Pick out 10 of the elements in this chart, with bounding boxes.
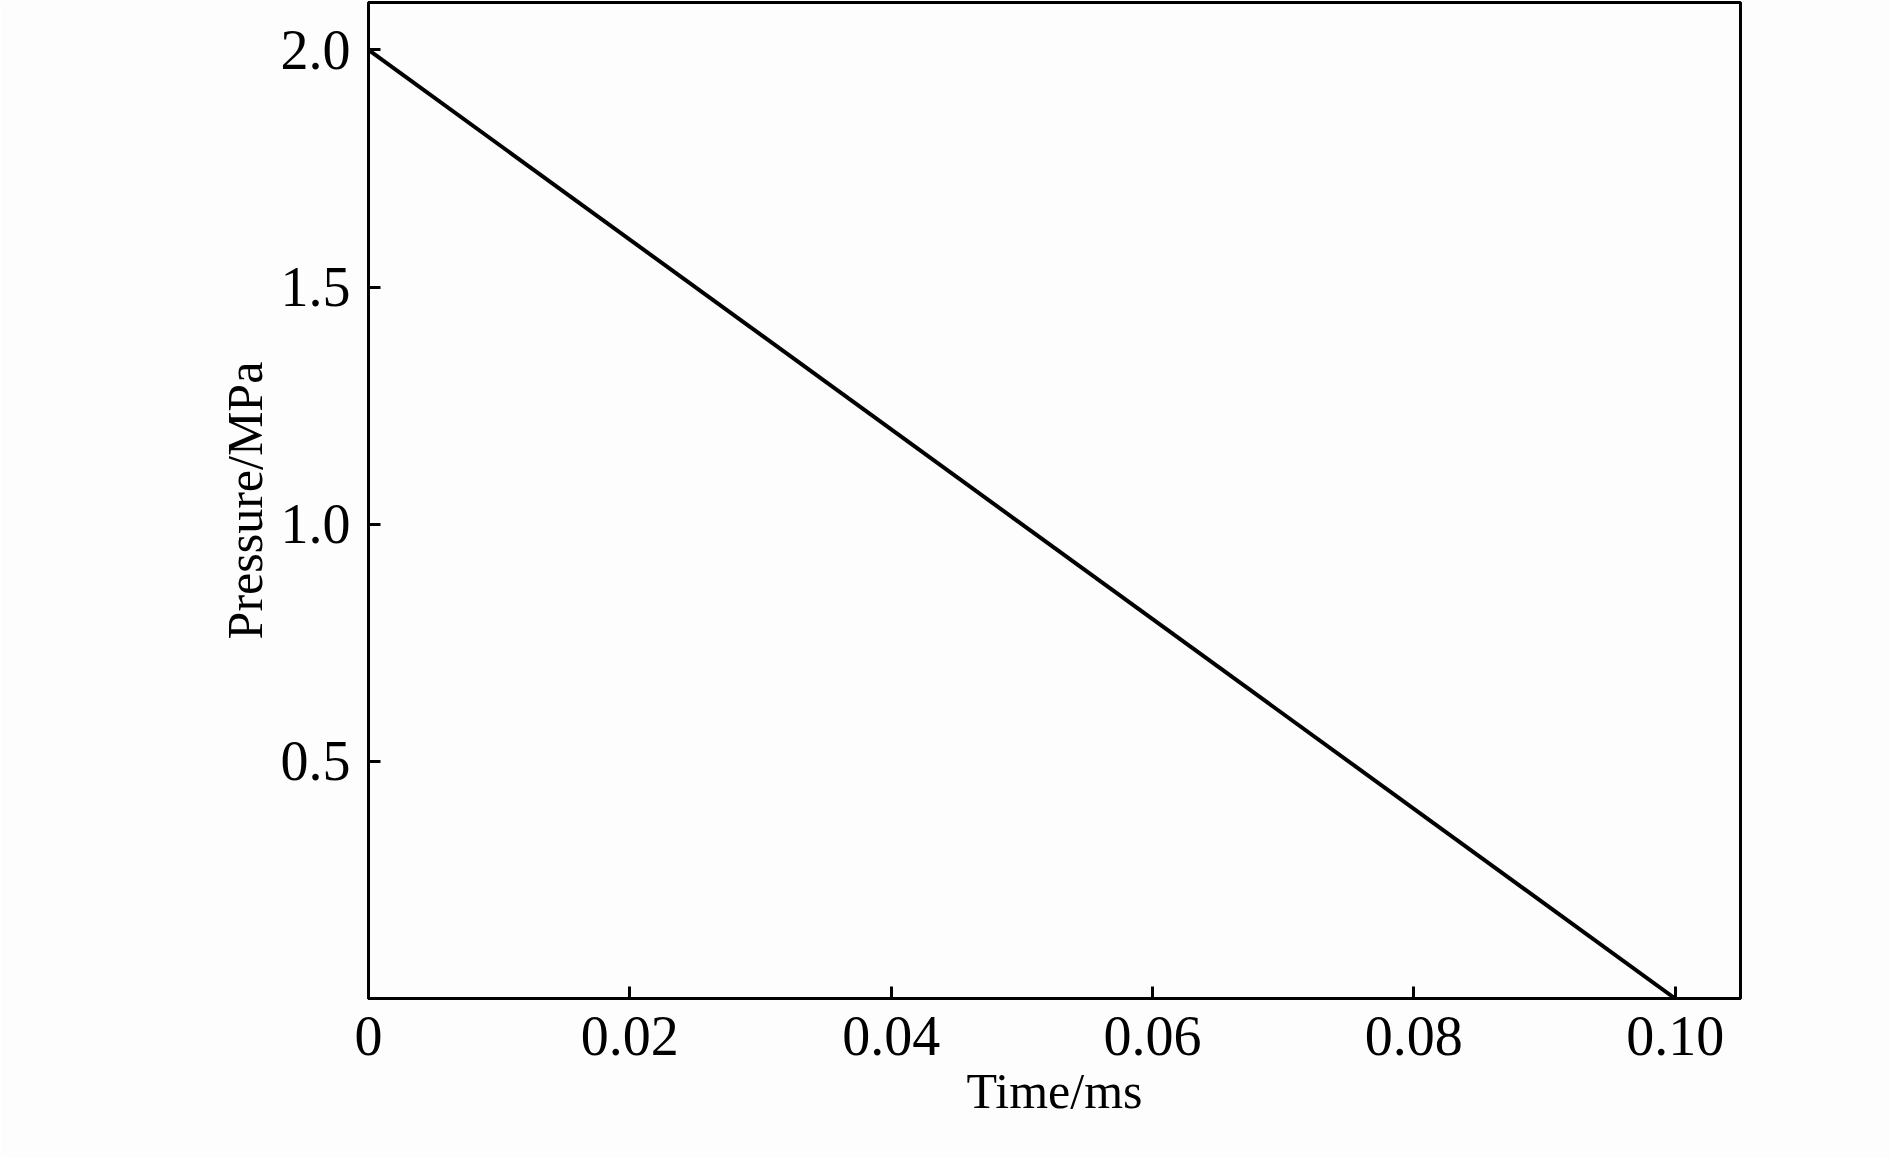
y-tick-label: 1.0 <box>280 493 351 556</box>
x-tick-label: 0.04 <box>842 1004 941 1067</box>
x-tick-label: 0.10 <box>1626 1004 1725 1067</box>
y-axis-title: Pressure/MPa <box>216 361 273 640</box>
y-tick-label: 0.5 <box>280 730 351 793</box>
y-tick-label: 2.0 <box>280 18 351 81</box>
x-tick-label: 0.02 <box>580 1004 679 1067</box>
y-tick-label: 1.5 <box>280 256 351 319</box>
x-tick-label: 0.08 <box>1364 1004 1463 1067</box>
x-tick-label: 0 <box>354 1004 383 1067</box>
